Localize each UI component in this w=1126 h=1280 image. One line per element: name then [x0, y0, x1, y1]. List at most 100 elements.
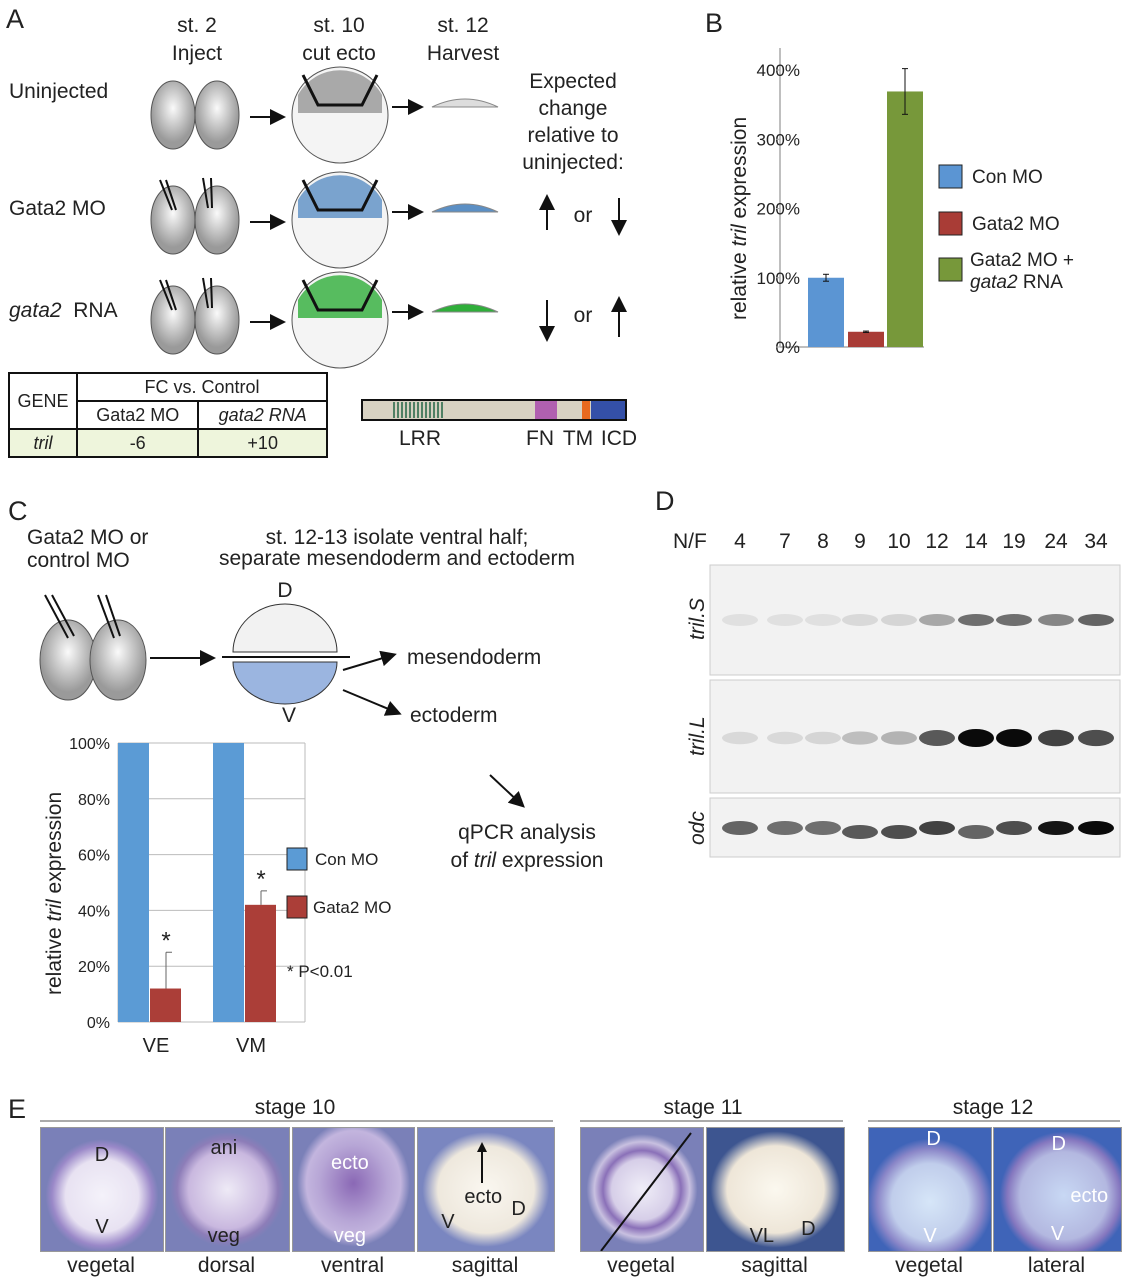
band: [767, 731, 803, 745]
animal-cap: [298, 70, 382, 113]
band: [722, 821, 758, 835]
col-gata2-rna: gata2 RNA: [197, 400, 328, 430]
stage-label: 10: [887, 530, 911, 553]
row-label-gata2-rna: gata2 RNA: [9, 299, 118, 322]
arrow-icon: [477, 1142, 487, 1183]
st2-embryo-left: [39, 619, 97, 701]
injection-text: Gata2 MO or: [27, 526, 149, 549]
stage-header: st. 10: [313, 14, 365, 37]
mesendoderm-label: mesendoderm: [407, 646, 542, 669]
image-annotation: D: [511, 1198, 526, 1221]
band: [958, 825, 994, 839]
band: [919, 821, 955, 835]
expected-line: Expected: [529, 70, 617, 93]
image-annotation: D: [801, 1218, 816, 1241]
bar: [808, 277, 844, 347]
band: [842, 825, 878, 839]
y-tick-label: 20%: [78, 959, 110, 976]
protein-schematic: [361, 399, 627, 421]
bar: [887, 91, 923, 347]
st2-embryo-right: [194, 80, 240, 150]
st2-embryo-right: [194, 185, 240, 255]
ventral-label: V: [281, 704, 297, 727]
procedure-text: separate mesendoderm and ectoderm: [218, 547, 576, 570]
bar: [848, 331, 884, 347]
image-annotation: ecto: [330, 1151, 369, 1174]
needle-icon: [97, 594, 115, 639]
animal-cap: [298, 275, 382, 318]
or-label: or: [573, 304, 593, 327]
explant: [431, 203, 499, 213]
stage-action: Harvest: [426, 42, 500, 65]
bar: [150, 988, 181, 1022]
fn-domain: [535, 401, 557, 419]
stage-label: 9: [854, 530, 866, 553]
legend-c-con: Con MO: [315, 850, 379, 869]
image-annotation: ecto: [464, 1186, 503, 1209]
image-caption: vegetal: [607, 1254, 675, 1277]
image-caption: ventral: [320, 1254, 385, 1277]
in-situ-image: ecto veg: [292, 1127, 415, 1252]
chart-c-ylabel: relative tril expression: [43, 791, 66, 995]
arrow-icon: [489, 774, 525, 808]
domain-lrr: LRR: [398, 427, 442, 450]
legend-b-gata2: Gata2 MO: [972, 214, 1060, 235]
in-situ-image: VL D: [706, 1127, 845, 1252]
image-annotation: veg: [207, 1225, 240, 1248]
row-label-gata2-mo: Gata2 MO: [9, 197, 106, 220]
value-gata2-mo: -6: [75, 428, 200, 458]
band: [805, 614, 841, 626]
bar: [245, 904, 276, 1022]
expected-line: change: [538, 97, 608, 120]
dorsal-label: D: [277, 579, 293, 602]
panel-label-a: A: [6, 4, 25, 34]
panel-label-c: C: [8, 496, 28, 526]
image-caption: lateral: [1027, 1254, 1086, 1277]
legend-swatch: [938, 164, 963, 189]
icd-domain: [591, 401, 625, 419]
blot-label-tril-l: tril.L: [686, 716, 709, 756]
st2-embryo-right: [194, 285, 240, 355]
stage-label: 8: [817, 530, 829, 553]
row-label-uninjected: Uninjected: [9, 80, 109, 103]
image-caption: dorsal: [197, 1254, 256, 1277]
legend-swatch: [286, 847, 308, 871]
legend-b-con: Con MO: [972, 167, 1043, 188]
cut-line: [600, 1132, 692, 1251]
y-tick-label: 0%: [87, 1015, 110, 1032]
image-annotation: V: [441, 1210, 455, 1233]
ventral-half: [232, 661, 338, 705]
image-annotation: D: [94, 1144, 110, 1167]
tm-domain: [582, 401, 590, 419]
group-title: stage 11: [663, 1096, 743, 1119]
image-caption: vegetal: [895, 1254, 963, 1277]
band: [996, 821, 1032, 835]
in-situ-image: ecto V D: [417, 1127, 555, 1252]
in-situ-image: [580, 1127, 704, 1252]
nf-header: N/F: [673, 530, 707, 553]
legend-swatch: [938, 257, 963, 282]
st2-embryo-left: [150, 80, 196, 150]
injection-text: control MO: [27, 549, 130, 572]
stage-action: Inject: [171, 42, 223, 65]
band: [1078, 821, 1114, 835]
arrow-icon: [342, 650, 397, 671]
needle-icon: [165, 279, 177, 311]
stage-label: 19: [1002, 530, 1026, 553]
blot-label-odc: odc: [686, 811, 709, 845]
st2-embryo-left: [150, 285, 196, 355]
needle-icon: [105, 594, 121, 637]
value-gata2-rna: +10: [197, 428, 328, 458]
band: [919, 730, 955, 746]
panel-label-e: E: [8, 1094, 27, 1124]
fold-change-table: GENE FC vs. Control Gata2 MO gata2 RNA tri…: [8, 372, 328, 458]
stage-header: st. 12: [437, 14, 489, 37]
stage-action: cut ecto: [302, 42, 376, 65]
image-annotation: ani: [210, 1136, 238, 1159]
col-gata2-mo: Gata2 MO: [75, 400, 200, 430]
image-annotation: veg: [333, 1225, 366, 1248]
needle-icon: [159, 179, 173, 211]
p-value-note: * P<0.01: [287, 962, 353, 981]
y-tick-label: 40%: [78, 903, 110, 920]
band: [842, 731, 878, 745]
